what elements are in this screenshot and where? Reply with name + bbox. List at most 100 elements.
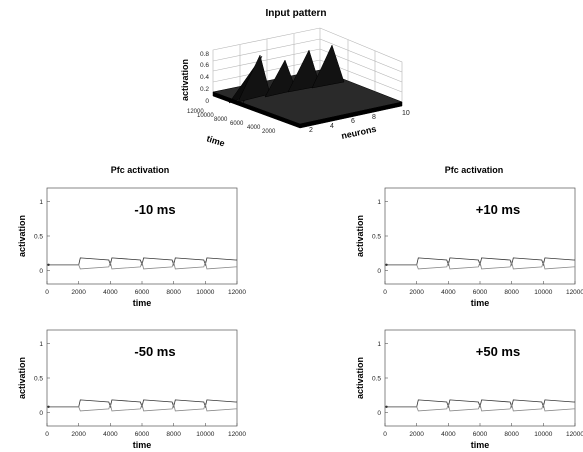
x-tick-label: 6000 [473,431,488,438]
z-tick-label: 0.4 [200,74,209,81]
z-tick-label: 0.2 [200,86,209,93]
neuron-tick-label: 6 [351,118,355,125]
x-tick-label: 6000 [135,431,150,438]
x-tick-label: 12000 [228,431,246,438]
plot-frame [46,187,238,285]
z-tick-label: 0 [205,98,209,105]
plot-frame [384,187,576,285]
x-tick-label: 12000 [566,289,583,296]
plot-frame [46,329,238,427]
x-axis-label: time [133,440,152,450]
delay-annotation: -50 ms [134,344,175,359]
pfc-plot-plus-50: 0 2000 4000 6000 8000 10000 12000 0 0.5 1 time acti… [355,329,583,450]
time-tick-label: 8000 [214,117,228,123]
z-tick-label: 0.8 [200,51,209,58]
series-line [385,257,575,267]
x-tick-label: 2000 [71,289,86,296]
z-axis: 0 0.2 0.4 0.6 0.8 [200,51,209,105]
x-tick-label: 10000 [196,289,214,296]
x-tick-label: 10000 [196,431,214,438]
series-line [47,399,237,409]
pfc-plot-plus-10: 0 2000 4000 6000 8000 10000 12000 0 0.5 1 time acti… [355,187,583,308]
start-marker [385,263,388,266]
y-axis-label: activation [355,357,365,399]
y-axis-label: activation [355,215,365,257]
plot-frame [384,329,576,427]
input-pattern-panel: Input pattern [180,8,410,149]
x-tick-label: 10000 [534,289,552,296]
time-tick-label: 2000 [262,129,276,135]
y-tick-label: 0.5 [34,376,43,383]
x-tick-label: 2000 [71,431,86,438]
x-tick-label: 0 [45,289,49,296]
x-tick-label: 2000 [409,289,424,296]
x-tick-label: 4000 [103,289,118,296]
x-tick-label: 6000 [473,289,488,296]
x-tick-label: 12000 [566,431,583,438]
x-tick-label: 8000 [504,289,519,296]
x-tick-label: 4000 [441,431,456,438]
input-pattern-title: Input pattern [265,8,326,19]
series-line [385,260,575,270]
x-tick-label: 8000 [166,431,181,438]
x-tick-label: 0 [45,431,49,438]
x-tick-label: 0 [383,289,387,296]
x-tick-label: 0 [383,431,387,438]
x-tick-label: 8000 [504,431,519,438]
x-tick-label: 8000 [166,289,181,296]
time-tick-label: 12000 [187,109,204,115]
peak-4 [311,44,345,89]
time-axis: 12000 10000 8000 6000 4000 2000 [187,109,276,135]
delay-annotation: +10 ms [476,202,520,217]
x-axis-label: time [471,440,490,450]
y-tick-label: 1 [377,199,381,206]
neuron-tick-label: 2 [309,127,313,134]
y-tick-label: 0 [39,268,43,275]
z-tick-label: 0.6 [200,62,209,69]
time-axis-label-3d: time [205,133,226,148]
y-tick-label: 0.5 [34,234,43,241]
peak-3 [287,49,321,93]
x-tick-label: 6000 [135,289,150,296]
x-tick-label: 4000 [441,289,456,296]
right-column-title: Pfc activation [445,165,504,175]
x-tick-label: 2000 [409,431,424,438]
pfc-plot-minus-10: 0 2000 4000 6000 8000 10000 12000 0 0.5 1 time acti… [17,187,246,308]
peak-1 [237,54,271,103]
series-line [47,260,237,270]
y-axis-label: activation [17,357,27,399]
surface-mesh [212,44,403,129]
neurons-axis-label: neurons [340,124,377,141]
y-tick-label: 0.5 [372,376,381,383]
series-line [385,402,575,412]
y-tick-label: 0.5 [372,234,381,241]
series-line [47,402,237,412]
y-axis-label: activation [17,215,27,257]
y-tick-label: 0 [39,410,43,417]
neuron-tick-label: 10 [402,110,410,117]
x-axis-label: time [133,298,152,308]
y-tick-label: 0 [377,410,381,417]
left-column-title: Pfc activation [111,165,170,175]
time-tick-label: 10000 [197,113,214,119]
pfc-plot-minus-50: 0 2000 4000 6000 8000 10000 12000 0 0.5 1 time acti… [17,329,246,450]
start-marker [385,405,388,408]
delay-annotation: -10 ms [134,202,175,217]
neuron-tick-label: 4 [330,123,334,130]
series-line [385,399,575,409]
peak-2 [264,59,297,98]
y-tick-label: 1 [39,199,43,206]
y-tick-label: 0 [377,268,381,275]
y-tick-label: 1 [39,341,43,348]
start-marker [47,263,50,266]
x-tick-label: 10000 [534,431,552,438]
time-tick-label: 4000 [247,125,261,131]
x-tick-label: 4000 [103,431,118,438]
delay-annotation: +50 ms [476,344,520,359]
time-tick-label: 6000 [230,121,244,127]
neurons-axis: 2 4 6 8 10 [309,110,410,134]
x-tick-label: 12000 [228,289,246,296]
series-line [47,257,237,267]
start-marker [47,405,50,408]
